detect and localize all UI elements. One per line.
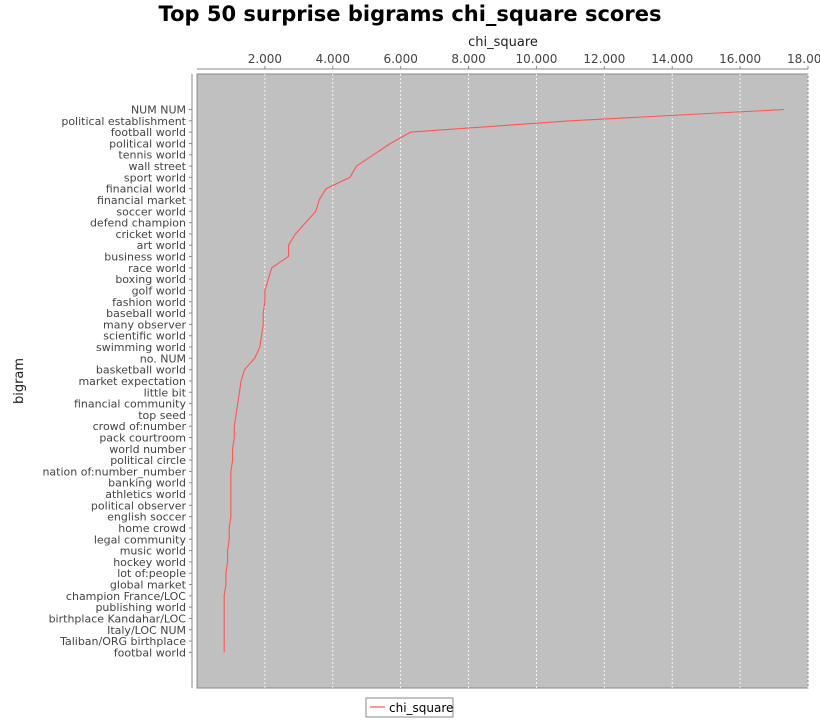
x-tick-label: 18.000 — [787, 52, 820, 66]
chart-title: Top 50 surprise bigrams chi_square score… — [159, 2, 662, 26]
y-category-label: golf world — [132, 284, 186, 297]
legend-box — [365, 697, 454, 718]
y-category-label: birthplace Kandahar/LOC — [49, 612, 187, 625]
y-category-label: baseball world — [106, 307, 186, 320]
x-tick-label: 2.000 — [248, 52, 282, 66]
x-tick-label: 16.000 — [719, 52, 761, 66]
y-category-label: Taliban/ORG birthplace — [59, 635, 186, 648]
x-tick-label: 10.000 — [515, 52, 557, 66]
y-category-label: political establishment — [61, 115, 186, 128]
y-category-label: little bit — [144, 386, 187, 399]
x-axis-ticks: 2.000 4.000 6.000 8.000 10.000 12.000 14.000 16… — [248, 52, 820, 69]
y-category-label: boxing world — [115, 273, 186, 286]
y-category-label: pack courtroom — [99, 431, 186, 444]
y-category-label: art world — [137, 239, 186, 252]
y-category-label: home crowd — [118, 522, 186, 535]
y-category-label: wall street — [128, 160, 186, 173]
y-category-label: english soccer — [107, 511, 186, 524]
y-category-label: football world — [111, 126, 186, 139]
x-tick-label: 14.000 — [651, 52, 693, 66]
y-category-label: champion France/LOC — [66, 590, 186, 603]
y-category-label: many observer — [103, 318, 186, 331]
y-category-label: soccer world — [116, 205, 186, 218]
y-category-label: world number — [109, 443, 186, 456]
legend-label: chi_square — [389, 701, 453, 715]
y-category-label: swimming world — [96, 341, 186, 354]
plot-area — [196, 73, 809, 689]
y-category-label: no. NUM — [140, 352, 186, 365]
y-category-label: nation of:number_number — [42, 465, 186, 478]
x-axis-title: chi_square — [468, 35, 538, 50]
y-category-label: NUM NUM — [131, 104, 186, 117]
y-category-label: market expectation — [78, 375, 186, 388]
y-category-label: business world — [104, 251, 186, 264]
y-category-label: hockey world — [113, 556, 186, 569]
x-tick-label: 8.000 — [451, 52, 485, 66]
y-category-label: financial market — [97, 194, 187, 207]
y-category-label: legal community — [94, 533, 187, 546]
y-category-label: political observer — [91, 499, 187, 512]
y-category-label: top seed — [138, 409, 186, 422]
y-category-label: political world — [109, 137, 186, 150]
y-category-label: basketball world — [96, 364, 186, 377]
y-category-label: tennis world — [118, 149, 186, 162]
y-category-label: footbal world — [114, 646, 186, 659]
y-category-label: cricket world — [115, 228, 186, 241]
x-tick-label: 12.000 — [583, 52, 625, 66]
y-category-label: banking world — [108, 477, 186, 490]
y-axis-title: bigram — [12, 358, 27, 404]
y-category-label: scientific world — [103, 330, 186, 343]
x-tick-label: 4.000 — [316, 52, 350, 66]
y-category-label: defend champion — [90, 217, 186, 230]
y-category-label: publishing world — [95, 601, 186, 614]
y-category-label: financial community — [74, 398, 187, 411]
y-category-label: global market — [110, 579, 187, 592]
legend: chi_square — [365, 697, 454, 718]
series-group — [223, 108, 785, 653]
y-category-label: Italy/LOC NUM — [107, 624, 186, 637]
x-tick-label: 6.000 — [383, 52, 417, 66]
y-category-label: race world — [128, 262, 186, 275]
y-category-label: financial world — [106, 183, 186, 196]
y-category-label: athletics world — [105, 488, 186, 501]
y-category-label: fashion world — [112, 296, 186, 309]
series-line-chi_square — [223, 108, 785, 653]
y-category-label: music world — [120, 545, 186, 558]
y-category-label: political circle — [110, 454, 186, 467]
y-category-label: sport world — [124, 171, 186, 184]
y-category-label: lot of:people — [117, 567, 186, 580]
y-category-label: crowd of:number — [93, 420, 187, 433]
